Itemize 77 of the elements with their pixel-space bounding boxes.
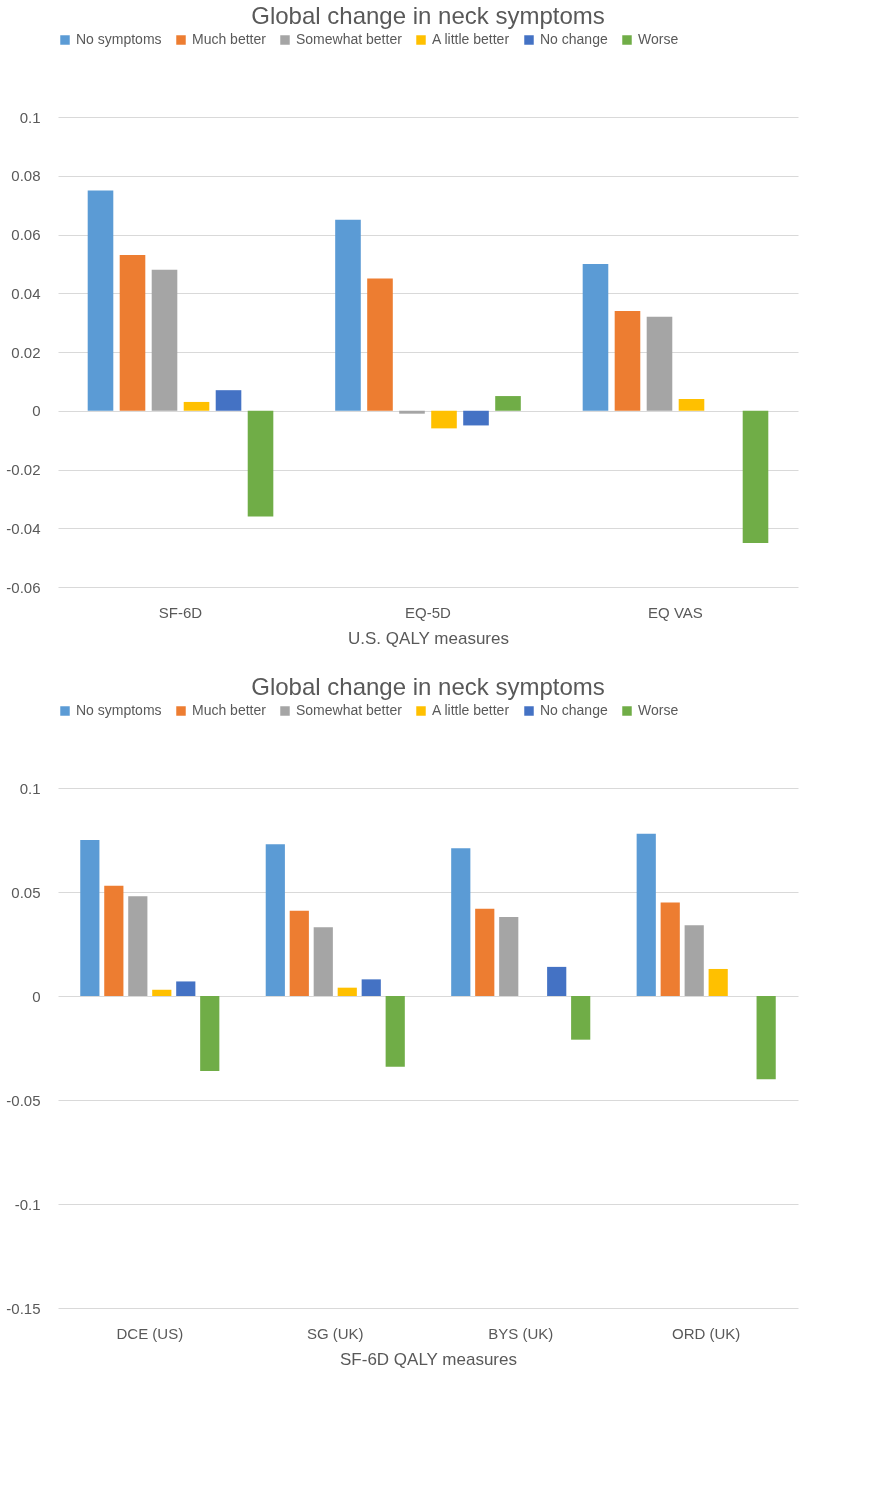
legend-label: No symptoms [76, 702, 162, 718]
legend-label: Much better [192, 31, 267, 47]
bar [152, 989, 172, 996]
bar [431, 410, 457, 429]
bar [547, 966, 567, 996]
bar [119, 255, 146, 411]
bar [399, 410, 425, 414]
bar [385, 996, 405, 1067]
bar [151, 269, 178, 411]
y-tick-label: -0.06 [6, 578, 41, 596]
bar [495, 396, 521, 411]
x-tick-label: BYS (UK) [488, 1324, 554, 1342]
bar [646, 316, 673, 411]
bar [215, 390, 242, 411]
chart-title: Global change in neck symptoms [251, 673, 605, 700]
bar [200, 996, 220, 1071]
legend-label: Worse [638, 31, 679, 47]
y-tick-label: 0.1 [19, 779, 41, 797]
legend-label: A little better [432, 702, 510, 718]
y-tick-label: 0 [32, 987, 41, 1005]
bar [183, 401, 210, 411]
y-tick-label: 0 [32, 402, 41, 420]
x-axis-title: U.S. QALY measures [348, 628, 509, 648]
y-tick-label: 0.1 [19, 108, 41, 126]
bar [499, 916, 519, 996]
y-tick-label: -0.05 [6, 1091, 41, 1109]
bar [678, 399, 705, 411]
bar [475, 908, 495, 996]
bar [337, 987, 357, 996]
bar [636, 833, 656, 996]
bar [128, 896, 148, 996]
legend-label: No change [540, 31, 608, 47]
legend-label: Somewhat better [296, 31, 403, 47]
bar [463, 410, 489, 426]
bar [80, 840, 100, 996]
bar [742, 410, 769, 543]
legend-label: No change [540, 702, 608, 718]
x-tick-label: ORD (UK) [672, 1324, 741, 1342]
y-tick-label: 0.05 [11, 883, 41, 901]
bar [104, 885, 124, 996]
bar [614, 310, 641, 411]
y-tick-label: -0.02 [6, 461, 41, 478]
x-axis-title: SF-6D QALY measures [340, 1349, 517, 1369]
y-tick-label: -0.15 [6, 1299, 41, 1317]
y-tick-label: -0.1 [14, 1195, 41, 1213]
bar [247, 410, 274, 517]
bar [265, 844, 285, 996]
bar [684, 925, 704, 996]
x-tick-label: EQ-5D [405, 603, 452, 621]
bar [367, 278, 393, 411]
bar [87, 190, 114, 411]
bar [571, 996, 591, 1040]
legend-label: Somewhat better [296, 702, 403, 718]
bar [313, 927, 333, 996]
bar [176, 981, 196, 996]
bar [335, 219, 361, 411]
y-tick-label: -0.04 [6, 519, 41, 537]
legend-label: Worse [638, 702, 679, 718]
bar [660, 902, 680, 996]
bar [451, 848, 471, 996]
legend-label: No symptoms [76, 31, 162, 47]
y-tick-label: 0.04 [11, 284, 41, 302]
x-tick-label: DCE (US) [116, 1324, 184, 1342]
x-tick-label: SF-6D [158, 603, 203, 621]
bar [708, 968, 728, 996]
y-tick-label: 0.02 [11, 343, 41, 361]
y-tick-label: 0.06 [11, 226, 41, 243]
bar [289, 910, 309, 996]
y-tick-label: 0.08 [11, 167, 41, 185]
bar [756, 996, 776, 1080]
bar [582, 263, 609, 411]
legend-label: Much better [192, 702, 267, 718]
bar [361, 979, 381, 996]
x-tick-label: SG (UK) [306, 1324, 364, 1342]
chart-title: Global change in neck symptoms [251, 2, 605, 29]
x-tick-label: EQ VAS [648, 603, 703, 621]
legend-label: A little better [432, 31, 510, 47]
